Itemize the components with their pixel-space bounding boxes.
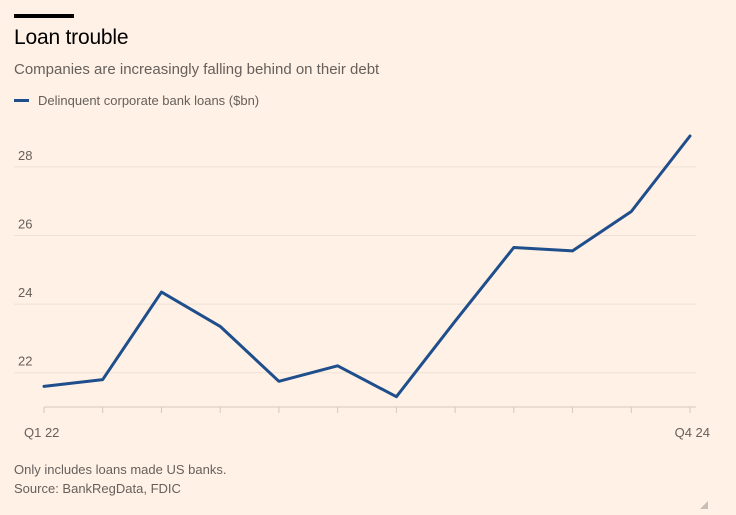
legend-label: Delinquent corporate bank loans ($bn) — [38, 93, 260, 108]
y-tick-label-24: 24 — [18, 285, 32, 300]
y-tick-label-22: 22 — [18, 354, 32, 369]
x-tick-label-Q1-22: Q1 22 — [24, 425, 59, 440]
chart-title: Loan trouble — [14, 26, 129, 49]
y-tick-label-28: 28 — [18, 148, 32, 163]
x-tick-label-Q4-24: Q4 24 — [675, 425, 710, 440]
legend-swatch — [14, 99, 29, 102]
footnote: Only includes loans made US banks. — [14, 462, 227, 477]
series-line-delinquent-loans — [42, 134, 692, 399]
legend: Delinquent corporate bank loans ($bn) — [14, 93, 259, 108]
title-accent-bar — [14, 14, 74, 18]
resize-corner-icon — [700, 501, 708, 509]
y-tick-label-26: 26 — [18, 216, 32, 231]
source-note: Source: BankRegData, FDIC — [14, 481, 181, 496]
chart-subtitle: Companies are increasingly falling behin… — [14, 61, 380, 78]
